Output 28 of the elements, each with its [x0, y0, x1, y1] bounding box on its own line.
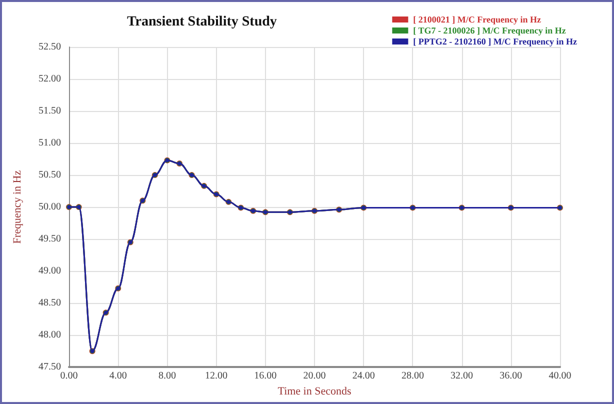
x-tick-label: 40.00: [548, 370, 572, 382]
y-tick-label: 52.50: [38, 42, 61, 52]
x-tick-label: 0.00: [60, 370, 78, 382]
y-tick-label: 51.50: [38, 106, 61, 117]
y-tick-label: 50.00: [38, 202, 61, 213]
y-tick-label: 51.00: [38, 138, 61, 149]
x-tick-label: 28.00: [401, 370, 424, 382]
x-tick-label: 4.00: [109, 370, 127, 382]
x-tick-label: 24.00: [352, 370, 375, 382]
x-tick-label: 36.00: [500, 370, 522, 382]
y-tick-label: 52.00: [38, 74, 61, 85]
y-tick-label: 50.50: [38, 170, 61, 181]
y-tick-label: 48.50: [38, 298, 61, 309]
chart-title: Transient Stability Study: [127, 14, 277, 30]
y-axis-title: Frequency in Hz: [12, 170, 24, 244]
legend-label: [ PPTG2 - 2102160 ] M/C Frequency in Hz: [413, 36, 578, 46]
legend-label: [ TG7 - 2100026 ] M/C Frequency in Hz: [413, 26, 566, 36]
x-tick-label: 12.00: [205, 370, 228, 382]
y-tick-label: 47.50: [38, 362, 61, 373]
y-tick-label: 49.50: [38, 234, 61, 245]
x-tick-label: 20.00: [303, 370, 326, 382]
legend-label: [ 2100021 ] M/C Frequency in Hz: [413, 14, 542, 24]
y-tick-label: 48.00: [38, 330, 61, 341]
x-tick-label: 16.00: [254, 370, 277, 382]
y-tick-label: 49.00: [38, 266, 61, 277]
x-tick-label: 32.00: [450, 370, 474, 382]
x-axis-title: Time in Seconds: [278, 386, 352, 398]
x-tick-label: 8.00: [158, 370, 176, 382]
